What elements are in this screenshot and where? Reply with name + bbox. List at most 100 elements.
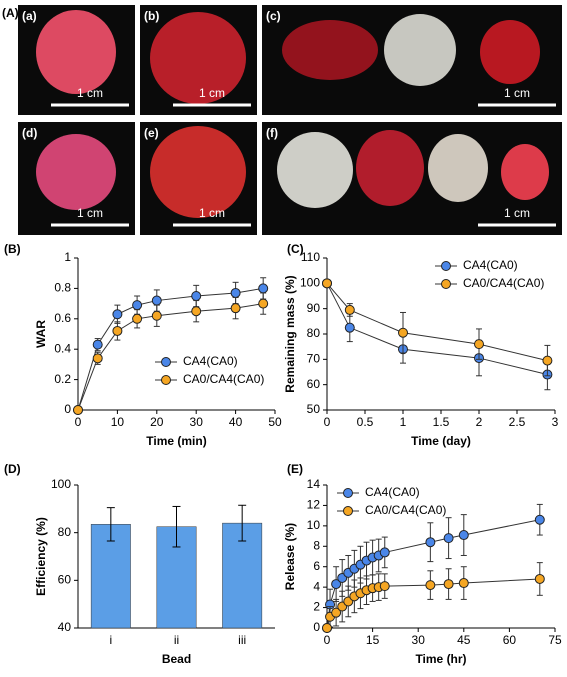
- bead: [277, 132, 353, 208]
- y-tick-label: 4: [313, 579, 320, 593]
- legend-label: CA0/CA4(CA0): [183, 372, 264, 386]
- x-tick-label: ii: [174, 633, 179, 647]
- bead: [428, 134, 488, 202]
- marker: [534, 573, 545, 584]
- marker: [230, 287, 241, 298]
- y-axis-label: Release (%): [283, 523, 297, 590]
- marker: [258, 283, 269, 294]
- y-tick-label: 0.6: [54, 311, 71, 325]
- bead: [36, 10, 116, 94]
- line: [77, 287, 264, 411]
- marker: [474, 339, 484, 350]
- y-tick-label: 0: [313, 620, 320, 634]
- x-axis-label: Time (min): [146, 434, 206, 448]
- x-tick-label: 10: [111, 415, 125, 429]
- y-tick-label: 0.2: [54, 372, 71, 386]
- legend-marker: [441, 279, 451, 289]
- y-tick-label: 0.8: [54, 281, 71, 295]
- marker: [191, 306, 202, 317]
- x-tick-label: 2.5: [509, 415, 526, 429]
- line: [77, 303, 264, 411]
- photo-label: (a): [22, 9, 37, 23]
- scale-label: 1 cm: [504, 206, 530, 220]
- marker: [458, 578, 469, 589]
- x-tick-label: 75: [548, 633, 562, 647]
- photo-label: (d): [22, 126, 37, 140]
- legend-label: CA4(CA0): [463, 258, 518, 272]
- x-tick-label: 40: [229, 415, 243, 429]
- y-axis-label: Remaining mass (%): [283, 275, 297, 392]
- scale-label: 1 cm: [504, 86, 530, 100]
- panel-label: (A): [2, 6, 19, 20]
- y-axis-label: WAR: [34, 320, 48, 348]
- legend-marker: [343, 488, 353, 498]
- y-tick-label: 10: [307, 518, 321, 532]
- x-tick-label: 1: [400, 415, 407, 429]
- y-tick-label: 70: [307, 352, 321, 366]
- y-tick-label: 2: [313, 600, 320, 614]
- photo-label: (f): [266, 126, 278, 140]
- y-tick-label: 60: [307, 377, 321, 391]
- marker: [458, 530, 469, 541]
- legend-marker: [161, 375, 171, 385]
- marker: [151, 295, 162, 306]
- x-tick-label: 30: [412, 633, 426, 647]
- y-tick-label: 90: [307, 301, 321, 315]
- y-tick-label: 8: [313, 538, 320, 552]
- panel-label: (D): [4, 462, 21, 476]
- legend-label: CA0/CA4(CA0): [463, 276, 544, 290]
- marker: [191, 291, 202, 301]
- marker: [443, 533, 454, 544]
- x-tick-label: 0.5: [357, 415, 374, 429]
- x-tick-label: 0: [324, 633, 331, 647]
- bead: [150, 126, 246, 218]
- marker: [92, 353, 103, 364]
- marker: [258, 298, 269, 309]
- scale-label: 1 cm: [199, 86, 225, 100]
- bar: [90, 524, 131, 629]
- y-tick-label: 12: [307, 498, 321, 512]
- marker: [322, 278, 332, 289]
- y-tick-label: 100: [300, 276, 320, 290]
- scale-label: 1 cm: [199, 206, 225, 220]
- legend-marker: [161, 357, 171, 367]
- bead: [356, 130, 424, 206]
- y-tick-label: 40: [58, 620, 72, 634]
- scale-label: 1 cm: [77, 86, 103, 100]
- marker: [230, 303, 241, 314]
- x-tick-label: 2: [476, 415, 483, 429]
- y-axis-label: Efficiency (%): [34, 517, 48, 596]
- x-tick-label: 60: [503, 633, 517, 647]
- bead: [36, 134, 116, 210]
- y-tick-label: 80: [58, 525, 72, 539]
- y-tick-label: 60: [58, 573, 72, 587]
- x-tick-label: 30: [190, 415, 204, 429]
- photo-label: (e): [144, 126, 159, 140]
- marker: [331, 579, 342, 590]
- marker: [534, 514, 545, 525]
- x-tick-label: 3: [552, 415, 559, 429]
- marker: [132, 300, 143, 311]
- x-tick-label: 20: [150, 415, 164, 429]
- photo-label: (b): [144, 9, 159, 23]
- panel-label: (B): [4, 242, 21, 256]
- marker: [112, 309, 123, 320]
- y-tick-label: 1: [64, 250, 71, 264]
- x-axis-label: Time (hr): [415, 652, 466, 666]
- y-tick-label: 100: [51, 477, 71, 491]
- y-tick-label: 14: [307, 477, 321, 491]
- marker: [331, 607, 342, 618]
- x-tick-label: i: [109, 633, 112, 647]
- marker: [379, 547, 390, 558]
- y-tick-label: 80: [307, 326, 321, 340]
- x-tick-label: 45: [457, 633, 471, 647]
- y-tick-label: 50: [307, 402, 321, 416]
- bead: [282, 20, 378, 80]
- x-tick-label: 0: [75, 415, 82, 429]
- legend-marker: [343, 506, 353, 516]
- marker: [344, 322, 355, 333]
- marker: [92, 339, 103, 350]
- panel-label: (C): [287, 242, 304, 256]
- marker: [398, 327, 408, 338]
